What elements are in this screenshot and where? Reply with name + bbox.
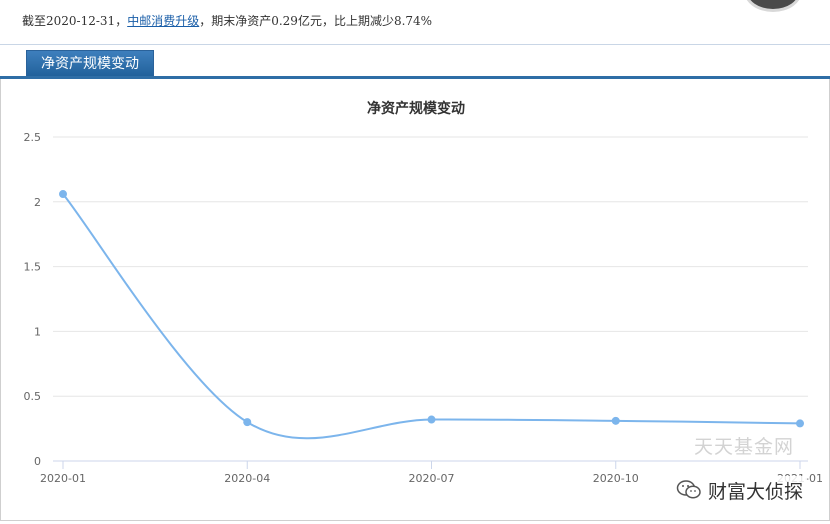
data-point: [611, 416, 620, 425]
x-tick-label: 2020-10: [593, 472, 639, 485]
y-tick-label: 2.5: [24, 131, 42, 144]
net-asset-line-chart: 净资产规模变动 0 0.5 1 1.5 2 2.5 2020-01 2020-04 2020-0…: [24, 100, 823, 485]
x-tick-label: 2020-01: [40, 472, 86, 485]
watermark-account: 财富大侦探: [672, 476, 808, 504]
series-line: [62, 193, 801, 440]
chart-title: 净资产规模变动: [367, 100, 465, 117]
summary-note: 截至2020-12-31，中邮消费升级，期末净资产0.29亿元，比上期减少8.7…: [22, 12, 432, 29]
watermark-site: 天天基金网: [694, 436, 795, 458]
y-tick-label: 0: [34, 455, 41, 468]
divider: [0, 44, 830, 45]
fund-link[interactable]: 中邮消费升级: [127, 14, 200, 28]
data-point: [427, 415, 436, 424]
y-tick-label: 1.5: [24, 261, 42, 274]
watermark-account-name: 财富大侦探: [708, 480, 804, 503]
avatar: [744, 0, 802, 12]
chart-container: 净资产规模变动 0 0.5 1 1.5 2 2.5 2020-01 2020-04 2020-0…: [0, 79, 830, 521]
tab-net-asset-scale[interactable]: 净资产规模变动: [26, 50, 154, 78]
x-tick-label: 2020-04: [224, 472, 270, 485]
y-tick-label: 2: [34, 196, 41, 209]
note-prefix: 截至2020-12-31，: [22, 14, 128, 28]
note-suffix: ，期末净资产0.29亿元，比上期减少8.74%: [199, 14, 433, 28]
y-tick-label: 0.5: [24, 390, 42, 403]
data-point: [59, 190, 67, 199]
x-tick-label: 2020-07: [409, 472, 455, 485]
wechat-icon: [676, 480, 701, 499]
data-point: [243, 418, 252, 427]
y-tick-label: 1: [34, 325, 41, 338]
data-point: [796, 419, 804, 428]
tab-underline: [0, 76, 830, 79]
